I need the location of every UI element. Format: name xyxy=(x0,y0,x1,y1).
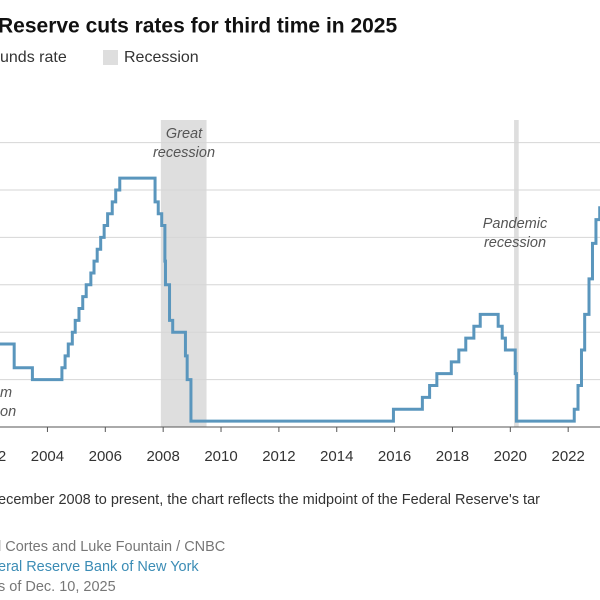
rate-line xyxy=(0,176,600,423)
annotation: Pandemic xyxy=(483,216,548,232)
annotation: recession xyxy=(484,235,546,251)
recession-band xyxy=(514,120,519,427)
x-tick-label: 2014 xyxy=(320,448,353,465)
annotation: Great xyxy=(166,126,203,142)
x-tick-label: 2006 xyxy=(89,448,122,465)
source[interactable]: eral Reserve Bank of New York xyxy=(0,559,199,575)
x-tick-label: 2004 xyxy=(31,448,64,465)
x-tick-label: 2018 xyxy=(436,448,469,465)
legend-swatch xyxy=(103,50,118,65)
x-tick-label: 2008 xyxy=(146,448,179,465)
chart-title: Reserve cuts rates for third time in 202… xyxy=(0,15,397,38)
recession-band xyxy=(160,120,207,427)
x-tick-label: 2012 xyxy=(262,448,295,465)
annotation: m xyxy=(0,385,12,401)
date-note: s of Dec. 10, 2025 xyxy=(0,579,116,595)
x-tick-label: 2020 xyxy=(494,448,527,465)
x-tick-label: 2002 xyxy=(0,448,6,465)
footnote: ecember 2008 to present, the chart refle… xyxy=(0,492,540,508)
annotation: on xyxy=(0,404,16,420)
x-tick-label: 2022 xyxy=(551,448,584,465)
legend-label: unds rate xyxy=(0,49,67,66)
x-tick-label: 2010 xyxy=(204,448,237,465)
x-tick-label: 2016 xyxy=(378,448,411,465)
annotation: recession xyxy=(153,145,215,161)
legend-label: Recession xyxy=(124,49,199,66)
credit: l Cortes and Luke Fountain / CNBC xyxy=(0,539,225,555)
